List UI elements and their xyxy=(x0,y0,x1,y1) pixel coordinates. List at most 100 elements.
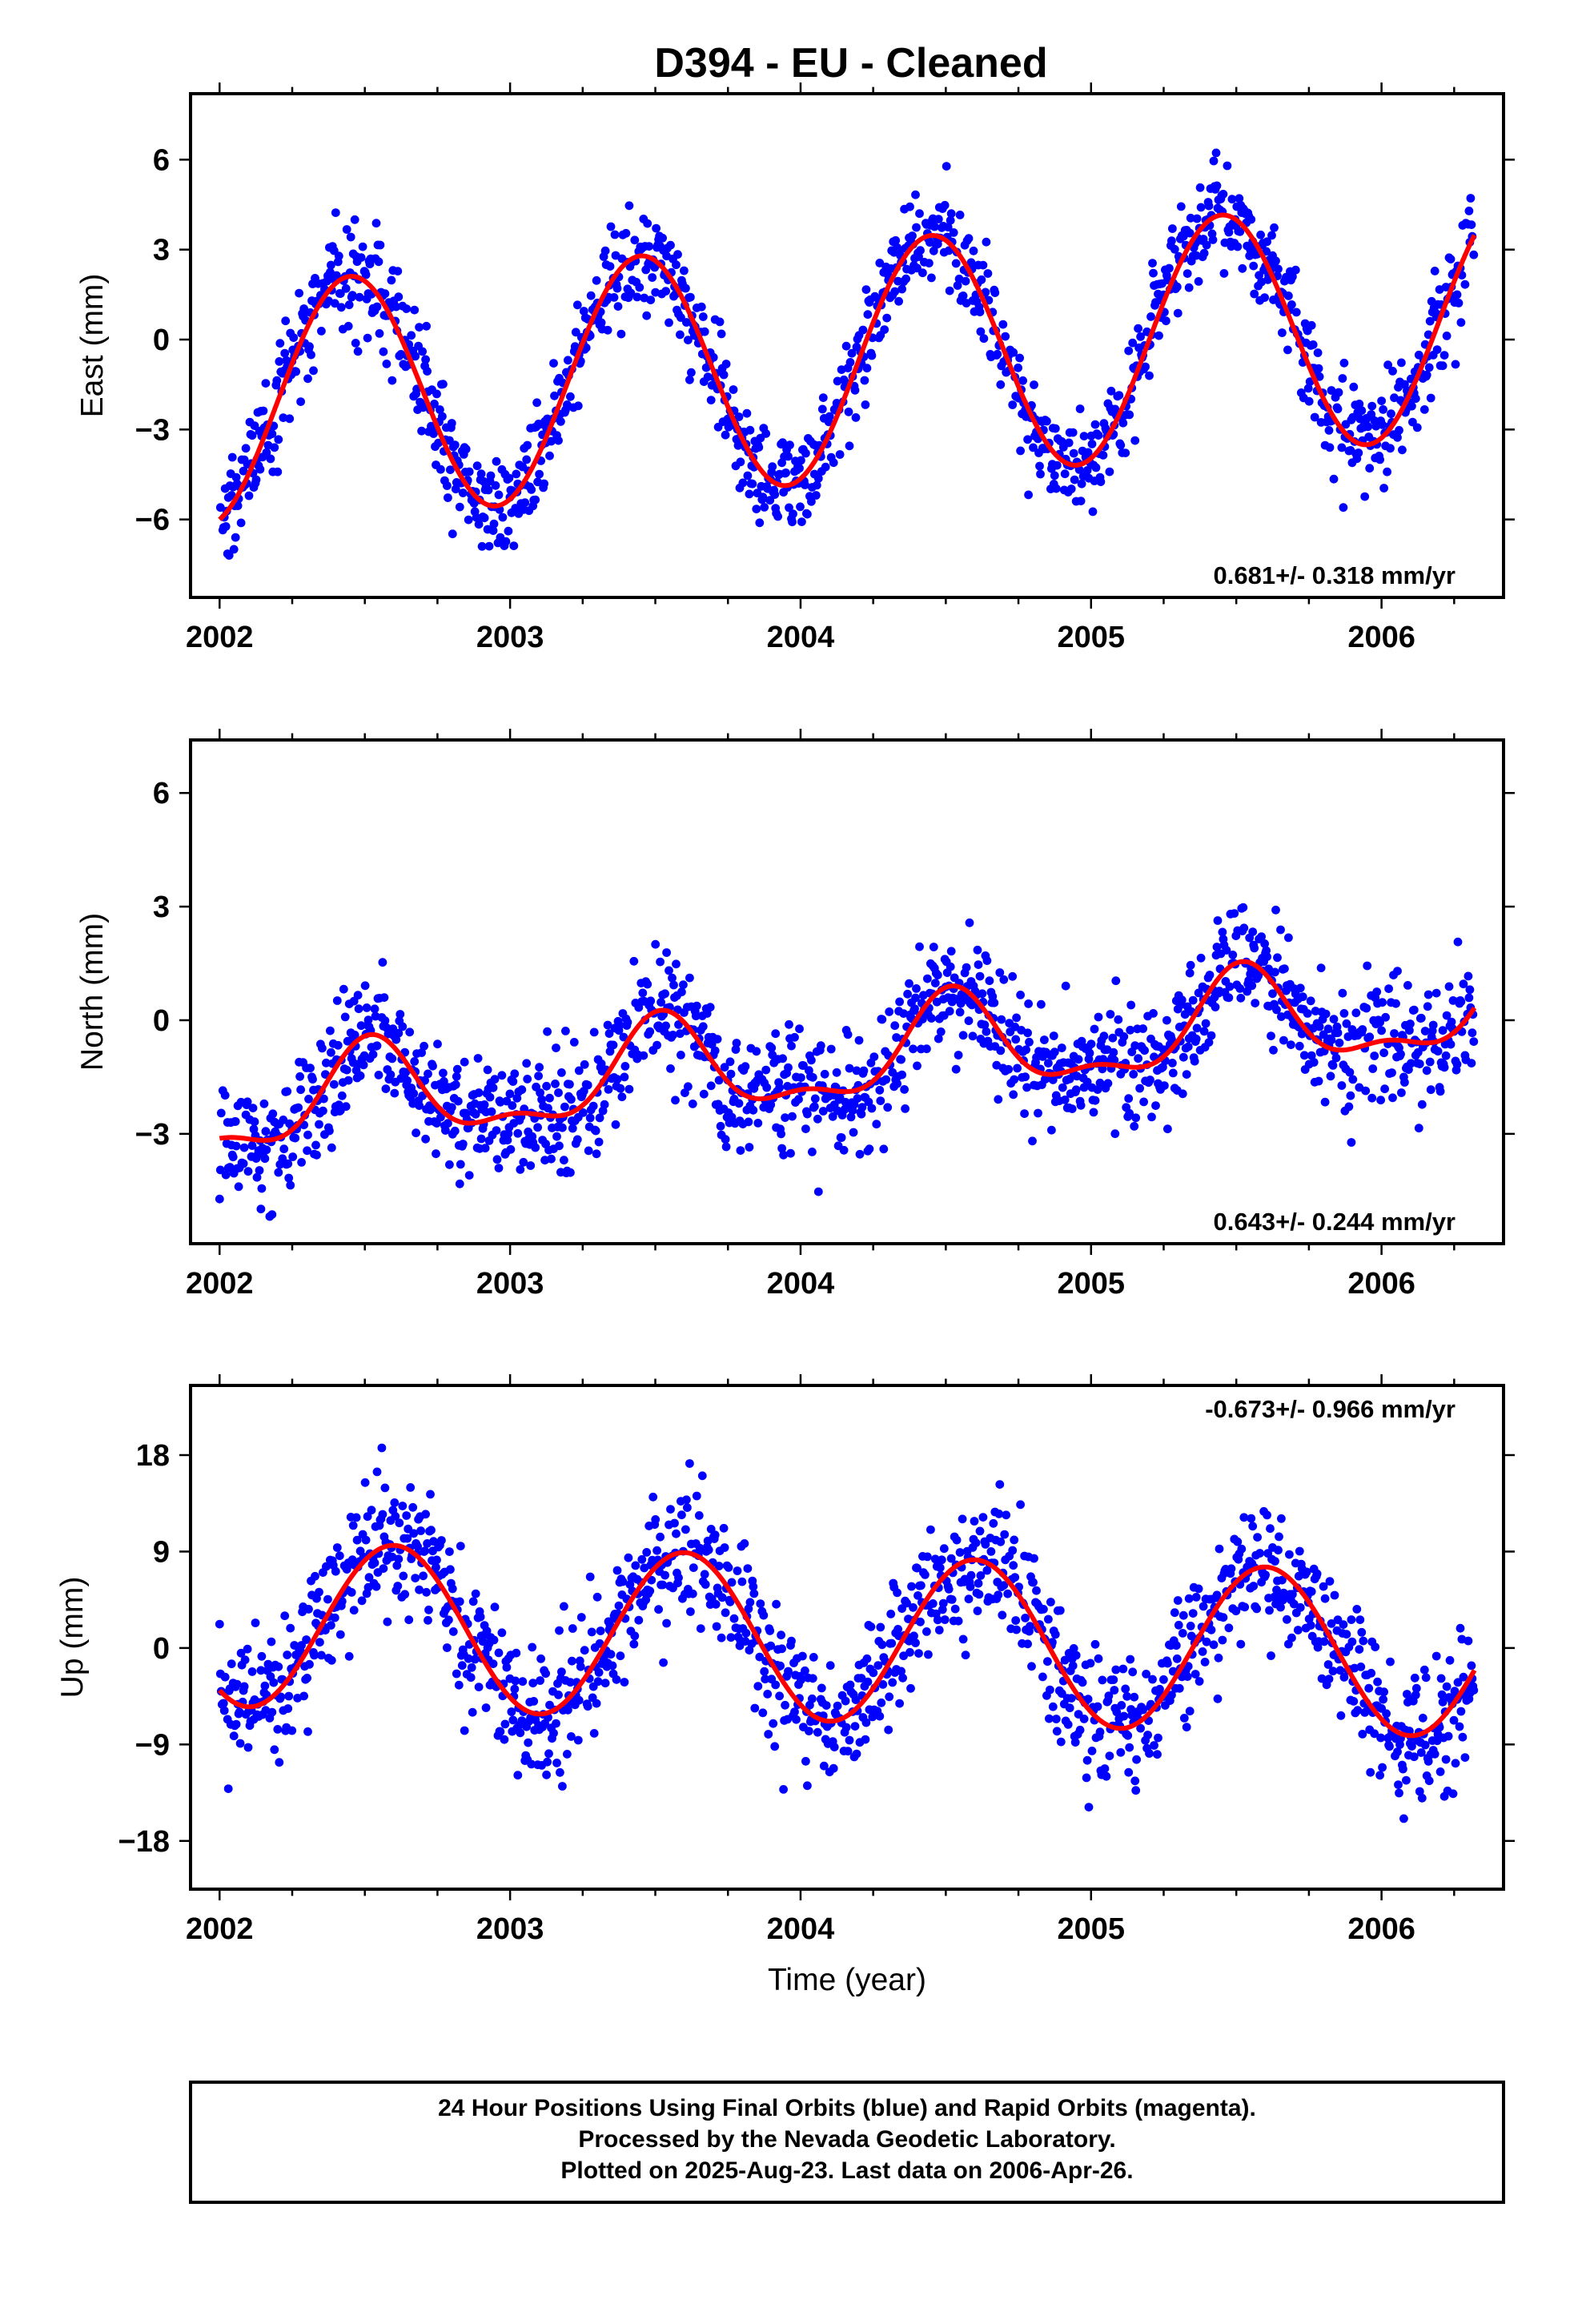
data-point xyxy=(450,440,460,449)
data-point xyxy=(1464,971,1473,981)
data-point xyxy=(492,456,501,466)
data-point xyxy=(828,1112,837,1121)
data-point xyxy=(659,1658,668,1667)
data-point xyxy=(770,490,780,499)
data-point xyxy=(516,1728,525,1738)
data-point xyxy=(1135,1084,1144,1093)
x-tick-label: 2006 xyxy=(1347,1267,1415,1301)
data-point xyxy=(392,1561,402,1570)
data-point xyxy=(1089,1108,1098,1117)
data-point xyxy=(1046,1598,1055,1606)
data-point xyxy=(1109,1675,1118,1684)
data-point xyxy=(994,1095,1003,1104)
data-point xyxy=(353,991,363,1000)
data-point xyxy=(215,1619,224,1629)
data-point xyxy=(448,529,457,539)
data-point xyxy=(1459,1672,1468,1682)
data-point xyxy=(341,1102,351,1112)
data-point xyxy=(1388,367,1397,376)
data-point xyxy=(1140,1046,1149,1055)
data-point xyxy=(913,1563,921,1573)
data-point xyxy=(572,300,582,310)
data-point xyxy=(1377,1026,1386,1035)
footer-line-1: 24 Hour Positions Using Final Orbits (bl… xyxy=(438,2095,1256,2121)
data-point xyxy=(1310,412,1319,422)
data-point xyxy=(1022,1045,1030,1055)
data-point xyxy=(351,339,360,348)
data-point xyxy=(877,1015,887,1024)
data-point xyxy=(1194,988,1203,998)
data-point xyxy=(317,327,326,336)
data-point xyxy=(1309,1058,1319,1067)
data-point xyxy=(1366,1767,1375,1777)
data-point xyxy=(901,274,910,283)
data-point xyxy=(527,485,536,494)
data-point xyxy=(1352,1605,1362,1614)
data-point xyxy=(995,968,1005,977)
data-point xyxy=(458,1140,468,1148)
data-point xyxy=(1295,983,1305,993)
data-point xyxy=(291,1133,300,1143)
data-point xyxy=(797,456,805,465)
data-point xyxy=(1397,1088,1406,1097)
data-point xyxy=(1456,1623,1465,1633)
data-point xyxy=(928,1599,938,1608)
data-point xyxy=(1215,1544,1224,1554)
data-point xyxy=(267,1707,277,1717)
data-point xyxy=(710,1046,720,1055)
data-point xyxy=(646,296,656,304)
data-point xyxy=(1025,1037,1034,1047)
data-point xyxy=(489,1635,499,1645)
data-point xyxy=(337,1091,347,1100)
data-point xyxy=(600,246,610,255)
data-point xyxy=(621,228,631,238)
data-point xyxy=(858,325,868,335)
data-point xyxy=(768,462,777,472)
data-point xyxy=(1192,214,1202,223)
data-point xyxy=(1008,400,1018,409)
data-point xyxy=(734,1099,744,1108)
data-point xyxy=(661,1021,670,1031)
data-point xyxy=(866,1622,876,1631)
data-point xyxy=(677,1051,685,1059)
data-point xyxy=(1419,1665,1429,1675)
data-point xyxy=(652,1546,661,1555)
data-point xyxy=(1039,1605,1048,1614)
x-tick-label: 2003 xyxy=(476,1912,544,1946)
x-tick-label: 2002 xyxy=(186,1267,254,1301)
data-point xyxy=(861,1735,870,1744)
data-point xyxy=(725,1597,735,1606)
data-point xyxy=(1416,1013,1426,1023)
data-point xyxy=(729,385,738,394)
data-point xyxy=(363,1015,373,1025)
data-point xyxy=(915,942,924,951)
data-point xyxy=(433,1039,442,1049)
data-point xyxy=(1439,1063,1449,1072)
data-point xyxy=(721,1608,730,1618)
data-point xyxy=(697,302,706,312)
data-point xyxy=(1363,422,1373,432)
data-point xyxy=(573,401,583,411)
data-point xyxy=(998,320,1008,329)
data-point xyxy=(887,1638,897,1648)
data-point xyxy=(274,435,283,444)
data-point xyxy=(894,296,903,306)
data-point xyxy=(776,1661,785,1671)
data-point xyxy=(444,493,452,502)
data-point xyxy=(946,962,955,971)
data-point xyxy=(1362,1003,1371,1013)
data-point xyxy=(742,408,752,418)
data-point xyxy=(953,281,962,290)
velocity-annotation: 0.681+/- 0.318 mm/yr xyxy=(1214,561,1456,589)
data-point xyxy=(257,1184,267,1193)
data-point xyxy=(613,302,623,311)
data-point xyxy=(285,414,295,424)
data-point xyxy=(712,1622,721,1631)
y-tick-label: 3 xyxy=(153,891,170,924)
data-point xyxy=(326,1026,335,1035)
data-point xyxy=(1271,967,1279,977)
data-point xyxy=(620,1072,629,1082)
data-point xyxy=(347,1588,356,1597)
data-point xyxy=(1055,1606,1065,1615)
data-point xyxy=(1016,1500,1025,1510)
